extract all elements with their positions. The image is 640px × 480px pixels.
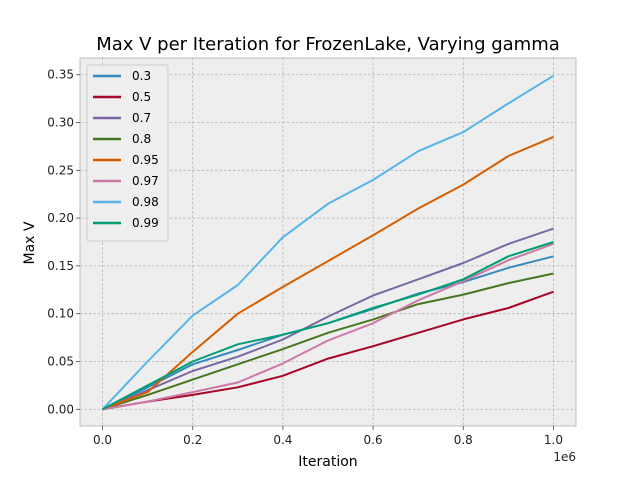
series-line-0_97 <box>102 242 554 411</box>
legend-box <box>86 64 169 242</box>
legend-label: 0.97 <box>132 174 159 188</box>
series-line-0_98 <box>101 74 555 410</box>
series-line-0_8 <box>102 272 554 411</box>
x-tick-label: 0.6 <box>364 433 383 447</box>
legend-label: 0.99 <box>132 216 159 230</box>
series-line-0_99 <box>102 241 554 411</box>
x-tick-label: 0.8 <box>454 433 473 447</box>
legend-label: 0.3 <box>132 69 151 83</box>
chart-title: Max V per Iteration for FrozenLake, Vary… <box>96 34 560 55</box>
y-tick-label: 0.20 <box>47 211 74 225</box>
x-tick-label: 0.0 <box>93 433 112 447</box>
x-axis-label: Iteration <box>298 454 357 470</box>
y-tick-label: 0.35 <box>47 68 74 82</box>
y-tick-label: 0.25 <box>47 163 74 177</box>
series-line-0_5 <box>102 290 554 411</box>
x-axis-offset-label: 1e6 <box>553 450 576 464</box>
legend-label: 0.7 <box>132 111 151 125</box>
y-tick-label: 0.10 <box>47 307 74 321</box>
y-tick-label: 0.05 <box>47 354 74 368</box>
legend: 0.3 0.5 0.7 0.8 0.95 0.97 0.98 0.99 <box>86 64 169 242</box>
x-tick-label: 1.0 <box>544 433 563 447</box>
y-tick-label: 0.00 <box>47 402 74 416</box>
legend-label: 0.8 <box>132 132 151 146</box>
legend-label: 0.5 <box>132 90 151 104</box>
y-axis-label: Max V <box>22 221 38 264</box>
series-line-0_95 <box>102 135 554 411</box>
axis-ticks: 0.0 0.2 0.4 0.6 0.8 1.0 0.00 0.05 0.10 0.15 0.20 0.… <box>47 68 563 447</box>
y-tick-label: 0.30 <box>47 116 74 130</box>
y-tick-label: 0.15 <box>47 259 74 273</box>
series-line-0_7 <box>102 227 554 411</box>
series-lines <box>101 74 555 411</box>
legend-label: 0.98 <box>132 195 159 209</box>
x-tick-label: 0.2 <box>183 433 202 447</box>
x-tick-label: 0.4 <box>273 433 292 447</box>
legend-label: 0.95 <box>132 153 159 167</box>
